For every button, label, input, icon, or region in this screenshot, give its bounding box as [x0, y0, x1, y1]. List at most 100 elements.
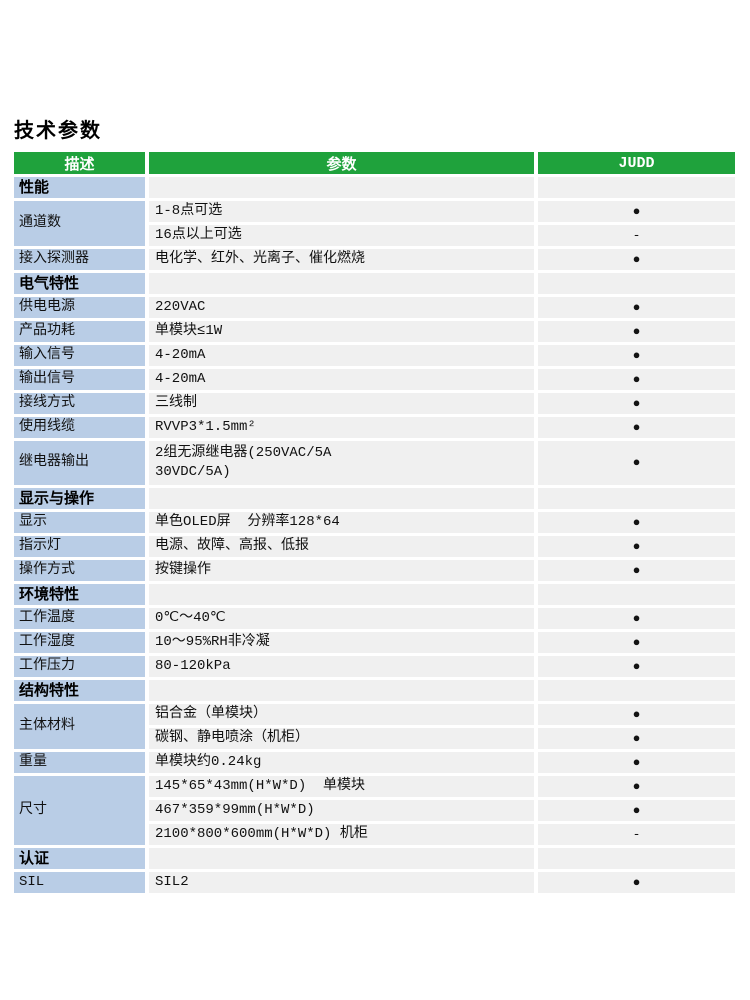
spec-param: 单色OLED屏 分辨率128*64 — [149, 511, 534, 533]
table-row: 操作方式 按键操作 ● — [14, 559, 735, 581]
availability-mark: ● — [538, 511, 735, 533]
table-row: 接入探测器 电化学、红外、光离子、催化燃烧 ● — [14, 249, 735, 270]
availability-mark: ● — [538, 369, 735, 390]
spec-param: 16点以上可选 — [149, 225, 534, 246]
section-row: 环境特性 — [14, 583, 735, 605]
spec-param — [149, 847, 534, 869]
spec-param: 4-20mA — [149, 369, 534, 390]
table-row: 2100*800*600mm(H*W*D) 机柜 - — [14, 823, 735, 845]
availability-mark — [538, 177, 735, 198]
table-row: 16点以上可选 - — [14, 225, 735, 246]
spec-param: 2100*800*600mm(H*W*D) 机柜 — [149, 823, 534, 845]
section-label: 电气特性 — [14, 273, 145, 294]
table-row: 工作温度 0℃～40℃ ● — [14, 607, 735, 629]
spec-label: 接线方式 — [14, 393, 145, 414]
spec-label: 工作压力 — [14, 655, 145, 677]
availability-mark: ● — [538, 871, 735, 893]
spec-label: 显示 — [14, 511, 145, 533]
section-label: 显示与操作 — [14, 487, 145, 509]
page-title: 技术参数 — [14, 118, 102, 142]
table-row: 工作压力 80-120kPa ● — [14, 655, 735, 677]
spec-label: 产品功耗 — [14, 321, 145, 342]
availability-mark: ● — [538, 441, 735, 485]
section-row: 性能 — [14, 177, 735, 198]
table-row: 供电电源 220VAC ● — [14, 297, 735, 318]
spec-label: 工作湿度 — [14, 631, 145, 653]
availability-mark: ● — [538, 249, 735, 270]
table-row: 通道数 1-8点可选 ● — [14, 201, 735, 246]
spec-label: 尺寸 — [14, 775, 145, 845]
spec-label: 工作温度 — [14, 607, 145, 629]
spec-param: 220VAC — [149, 297, 534, 318]
spec-param: 145*65*43mm(H*W*D) 单模块 — [149, 775, 534, 797]
section-label: 结构特性 — [14, 679, 145, 701]
spec-param: 单模块≤1W — [149, 321, 534, 342]
table-row: 碳钢、静电喷涂（机柜） ● — [14, 727, 735, 749]
spec-param: 按键操作 — [149, 559, 534, 581]
spec-label: 供电电源 — [14, 297, 145, 318]
spec-param — [149, 177, 534, 198]
spec-param: 467*359*99mm(H*W*D) — [149, 799, 534, 821]
spec-param: 0℃～40℃ — [149, 607, 534, 629]
spec-param — [149, 487, 534, 509]
availability-mark: ● — [538, 297, 735, 318]
availability-mark — [538, 679, 735, 701]
spec-param: SIL2 — [149, 871, 534, 893]
spec-label: 接入探测器 — [14, 249, 145, 270]
col-header-parameter: 参数 — [149, 152, 534, 174]
spec-param: 80-120kPa — [149, 655, 534, 677]
spec-param: 2组无源继电器(250VAC/5A 30VDC/5A) — [149, 441, 534, 485]
table-header-row: 描述 参数 JUDD — [14, 152, 735, 174]
availability-mark: ● — [538, 703, 735, 725]
availability-mark: ● — [538, 775, 735, 797]
spec-label: SIL — [14, 871, 145, 893]
table-row: 467*359*99mm(H*W*D) ● — [14, 799, 735, 821]
col-header-judd: JUDD — [538, 152, 735, 174]
table-row: 输出信号 4-20mA ● — [14, 369, 735, 390]
availability-mark: ● — [538, 655, 735, 677]
availability-mark: ● — [538, 559, 735, 581]
table-row: 使用线缆 RVVP3*1.5mm² ● — [14, 417, 735, 438]
availability-mark: ● — [538, 417, 735, 438]
section-label: 环境特性 — [14, 583, 145, 605]
spec-label: 输出信号 — [14, 369, 145, 390]
section-row: 显示与操作 — [14, 487, 735, 509]
availability-mark: ● — [538, 345, 735, 366]
spec-param: 铝合金（单模块） — [149, 703, 534, 725]
spec-param — [149, 679, 534, 701]
table-row: 重量 单模块约0.24kg ● — [14, 751, 735, 773]
spec-param: 电源、故障、高报、低报 — [149, 535, 534, 557]
spec-param — [149, 273, 534, 294]
table-row: 输入信号 4-20mA ● — [14, 345, 735, 366]
spec-param: RVVP3*1.5mm² — [149, 417, 534, 438]
section-label: 认证 — [14, 847, 145, 869]
spec-param: 10～95%RH非冷凝 — [149, 631, 534, 653]
availability-mark: ● — [538, 751, 735, 773]
availability-mark: ● — [538, 321, 735, 342]
spec-param: 电化学、红外、光离子、催化燃烧 — [149, 249, 534, 270]
availability-mark: - — [538, 225, 735, 246]
spec-label: 使用线缆 — [14, 417, 145, 438]
availability-mark: ● — [538, 201, 735, 222]
availability-mark — [538, 273, 735, 294]
spec-table: 描述 参数 JUDD 性能 通道数 1-8点可选 ● 16点以上可选 - 接入探… — [10, 149, 739, 896]
table-row: 主体材料 铝合金（单模块） ● — [14, 703, 735, 749]
availability-mark: ● — [538, 393, 735, 414]
section-row: 认证 — [14, 847, 735, 869]
spec-label: 输入信号 — [14, 345, 145, 366]
spec-label: 继电器输出 — [14, 441, 145, 485]
table-row: 尺寸 145*65*43mm(H*W*D) 单模块 ● — [14, 775, 735, 845]
availability-mark: ● — [538, 535, 735, 557]
spec-label: 主体材料 — [14, 703, 145, 749]
spec-param: 单模块约0.24kg — [149, 751, 534, 773]
table-row: 继电器输出 2组无源继电器(250VAC/5A 30VDC/5A) ● — [14, 441, 735, 485]
section-row: 电气特性 — [14, 273, 735, 294]
table-row: 产品功耗 单模块≤1W ● — [14, 321, 735, 342]
spec-param: 4-20mA — [149, 345, 534, 366]
section-label: 性能 — [14, 177, 145, 198]
table-row: 显示 单色OLED屏 分辨率128*64 ● — [14, 511, 735, 533]
table-row: 工作湿度 10～95%RH非冷凝 ● — [14, 631, 735, 653]
availability-mark — [538, 487, 735, 509]
col-header-description: 描述 — [14, 152, 145, 174]
